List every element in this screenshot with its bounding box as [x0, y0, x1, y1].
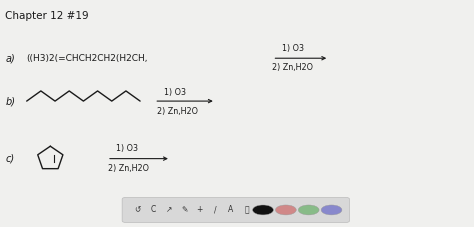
Text: ⬜: ⬜ [244, 205, 249, 215]
Text: ↺: ↺ [135, 205, 141, 215]
Text: c): c) [5, 154, 15, 164]
FancyBboxPatch shape [122, 197, 349, 222]
Text: ((H3)2(=CHCH2CH2(H2CH,: ((H3)2(=CHCH2CH2(H2CH, [27, 54, 148, 63]
Text: C: C [151, 205, 156, 215]
Text: ↗: ↗ [165, 205, 172, 215]
Text: Chapter 12 #19: Chapter 12 #19 [5, 11, 89, 21]
Text: A: A [228, 205, 234, 215]
Circle shape [298, 205, 319, 215]
Text: +: + [197, 205, 203, 215]
Text: 1) O3: 1) O3 [282, 44, 304, 53]
Text: 2) Zn,H2O: 2) Zn,H2O [109, 164, 149, 173]
Text: 1) O3: 1) O3 [164, 88, 186, 96]
Text: a): a) [5, 53, 15, 63]
Circle shape [321, 205, 342, 215]
Text: 2) Zn,H2O: 2) Zn,H2O [273, 63, 313, 72]
Text: 2) Zn,H2O: 2) Zn,H2O [156, 107, 198, 116]
Text: /: / [214, 205, 217, 215]
Circle shape [253, 205, 273, 215]
Text: b): b) [5, 96, 16, 106]
Text: 1) O3: 1) O3 [117, 144, 138, 153]
Text: ✎: ✎ [181, 205, 188, 215]
Circle shape [275, 205, 296, 215]
